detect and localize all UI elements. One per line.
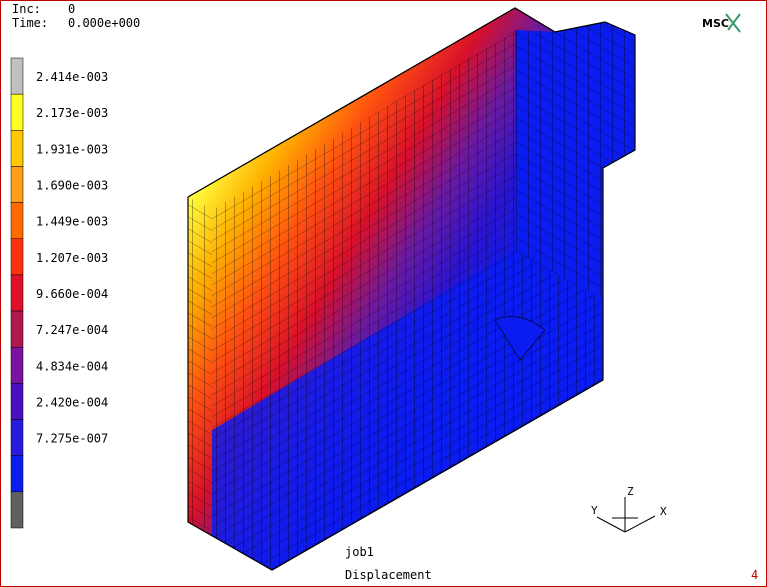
legend-band [10, 383, 24, 420]
time-value: 0.000e+000 [68, 16, 140, 30]
inc-value: 0 [68, 2, 75, 16]
legend-band [10, 93, 24, 131]
legend-band [10, 130, 24, 167]
time-label: Time: [12, 16, 48, 30]
job-name: job1 [345, 545, 374, 559]
legend-label: 1.931e-003 [36, 142, 108, 156]
axis-y: Y [591, 504, 598, 517]
legend-band [10, 455, 24, 493]
result-name: Displacement [345, 568, 432, 582]
legend-label: 7.247e-004 [36, 323, 108, 337]
legend-band [10, 274, 24, 312]
legend-band [10, 310, 24, 348]
legend-band [10, 491, 24, 529]
axis-x: X [660, 505, 667, 518]
axis-z: Z [627, 485, 634, 498]
logo: MSC [702, 17, 729, 30]
legend-label: 1.690e-003 [36, 179, 108, 193]
logo-mark [725, 13, 741, 33]
model [187, 7, 636, 571]
window-number: 4 [751, 568, 758, 582]
legend-label: 1.207e-003 [36, 251, 108, 265]
legend-band [10, 166, 24, 203]
legend-band [10, 419, 24, 456]
legend-label: 4.834e-004 [36, 359, 108, 373]
legend-band [10, 238, 24, 276]
legend-band [10, 202, 24, 240]
inc-label: Inc: [12, 2, 41, 16]
axis-triad [596, 497, 656, 533]
legend-band [10, 346, 24, 384]
legend-label: 2.173e-003 [36, 106, 108, 120]
legend-label: 7.275e-007 [36, 432, 108, 446]
legend-label: 9.660e-004 [36, 287, 108, 301]
legend-label: 1.449e-003 [36, 215, 108, 229]
legend-label: 2.414e-003 [36, 70, 108, 84]
legend-label: 2.420e-004 [36, 395, 108, 409]
legend: 2.414e-003 2.173e-003 1.931e-003 1.690e-003… [10, 57, 108, 529]
legend-band [10, 57, 24, 95]
